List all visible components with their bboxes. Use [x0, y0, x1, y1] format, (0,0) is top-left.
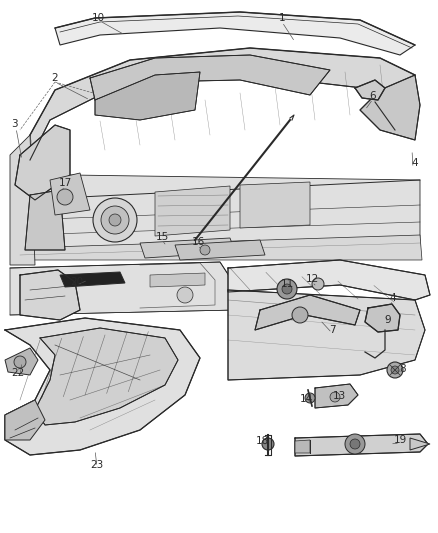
- Circle shape: [330, 392, 340, 402]
- Text: 1: 1: [279, 13, 285, 23]
- Text: 6: 6: [370, 91, 376, 101]
- Polygon shape: [35, 328, 178, 425]
- Polygon shape: [10, 262, 235, 315]
- Polygon shape: [10, 135, 35, 265]
- Text: 23: 23: [90, 460, 104, 470]
- Circle shape: [200, 245, 210, 255]
- Circle shape: [177, 287, 193, 303]
- Polygon shape: [155, 186, 230, 236]
- Text: 18: 18: [255, 436, 268, 446]
- Polygon shape: [50, 173, 90, 215]
- Polygon shape: [360, 75, 420, 140]
- Polygon shape: [60, 272, 125, 287]
- Text: 10: 10: [92, 13, 105, 23]
- Circle shape: [387, 362, 403, 378]
- Polygon shape: [5, 400, 45, 440]
- Polygon shape: [228, 290, 425, 380]
- Circle shape: [262, 438, 274, 450]
- Text: 8: 8: [400, 364, 406, 374]
- Text: 16: 16: [191, 237, 205, 247]
- Polygon shape: [175, 240, 265, 260]
- Polygon shape: [150, 273, 205, 287]
- Polygon shape: [95, 72, 200, 120]
- Text: 17: 17: [58, 178, 72, 188]
- Polygon shape: [255, 295, 360, 330]
- Text: 20: 20: [71, 277, 84, 287]
- Polygon shape: [355, 80, 385, 100]
- Circle shape: [350, 439, 360, 449]
- Text: 3: 3: [11, 119, 18, 129]
- Polygon shape: [30, 48, 415, 160]
- Circle shape: [292, 307, 308, 323]
- Text: 14: 14: [300, 394, 313, 404]
- Text: 15: 15: [155, 232, 169, 242]
- Circle shape: [14, 356, 26, 368]
- Text: 4: 4: [390, 293, 396, 303]
- Polygon shape: [228, 260, 430, 300]
- Polygon shape: [20, 175, 420, 250]
- Polygon shape: [295, 434, 428, 456]
- Text: 9: 9: [385, 315, 391, 325]
- Text: 4: 4: [412, 158, 418, 168]
- Polygon shape: [5, 318, 200, 455]
- Polygon shape: [90, 55, 330, 100]
- Circle shape: [93, 198, 137, 242]
- Polygon shape: [295, 440, 310, 453]
- Circle shape: [101, 206, 129, 234]
- Circle shape: [345, 434, 365, 454]
- Circle shape: [109, 214, 121, 226]
- Polygon shape: [365, 304, 400, 332]
- Polygon shape: [20, 270, 80, 320]
- Polygon shape: [25, 190, 65, 250]
- Text: 11: 11: [280, 279, 293, 289]
- Circle shape: [312, 278, 324, 290]
- Polygon shape: [240, 182, 310, 228]
- Text: 12: 12: [305, 274, 318, 284]
- Polygon shape: [410, 438, 430, 450]
- Polygon shape: [140, 238, 235, 258]
- Text: 22: 22: [11, 368, 25, 378]
- Polygon shape: [5, 348, 38, 375]
- Text: 13: 13: [332, 391, 346, 401]
- Circle shape: [282, 284, 292, 294]
- Text: 19: 19: [393, 435, 406, 445]
- Circle shape: [305, 393, 315, 403]
- Circle shape: [277, 279, 297, 299]
- Polygon shape: [55, 12, 415, 55]
- Circle shape: [391, 366, 399, 374]
- Circle shape: [57, 189, 73, 205]
- Polygon shape: [15, 125, 70, 200]
- Text: 2: 2: [52, 73, 58, 83]
- Text: 7: 7: [328, 325, 336, 335]
- Polygon shape: [20, 235, 422, 260]
- Polygon shape: [315, 384, 358, 408]
